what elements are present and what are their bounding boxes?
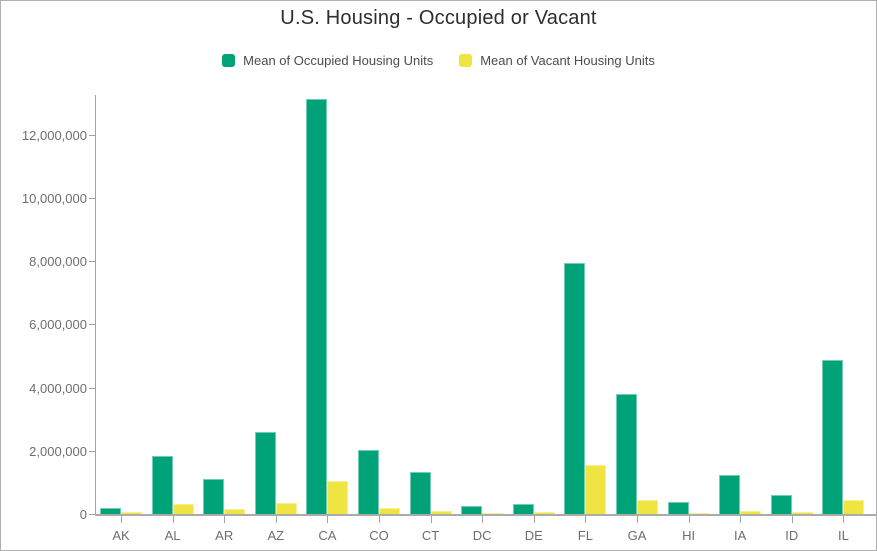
bar-occupied-DC[interactable] (461, 506, 483, 514)
x-axis-label-CT: CT (421, 528, 440, 543)
x-axis-tick (275, 516, 277, 523)
x-axis-tick (637, 516, 638, 523)
legend: Mean of Occupied Housing Units Mean of V… (1, 53, 876, 68)
y-axis-tick-label: 6,000,000 (29, 317, 87, 333)
bar-occupied-IA[interactable] (719, 475, 741, 514)
bar-vacant-HI[interactable] (688, 512, 710, 514)
bar-occupied-ID[interactable] (770, 495, 792, 514)
bar-occupied-GA[interactable] (616, 393, 637, 514)
y-axis-tick-label: 2,000,000 (29, 443, 87, 459)
legend-item-occupied[interactable]: Mean of Occupied Housing Units (222, 53, 433, 68)
y-axis-tick-label: 8,000,000 (29, 254, 87, 270)
x-axis-label-FL: FL (577, 528, 593, 543)
x-axis-tick (121, 516, 122, 523)
bar-vacant-DE[interactable] (533, 512, 555, 514)
bar-vacant-AZ[interactable] (275, 502, 297, 514)
legend-label-vacant: Mean of Vacant Housing Units (480, 53, 655, 68)
y-axis-tick (89, 261, 95, 263)
x-axis-label-GA: GA (627, 528, 647, 543)
bar-vacant-CT[interactable] (430, 510, 452, 514)
bar-vacant-ID[interactable] (791, 512, 813, 514)
bar-occupied-AK[interactable] (100, 507, 121, 514)
x-axis-tick (585, 516, 587, 523)
bar-occupied-HI[interactable] (667, 501, 689, 514)
y-axis-tick (89, 324, 95, 326)
y-axis-tick (89, 134, 95, 136)
bar-vacant-DC[interactable] (482, 513, 504, 514)
bar-occupied-DE[interactable] (512, 503, 534, 514)
y-axis-tick-label: 12,000,000 (21, 127, 87, 143)
bar-vacant-IA[interactable] (740, 511, 762, 514)
x-axis-label-DE: DE (524, 528, 543, 543)
bar-occupied-AL[interactable] (151, 455, 173, 514)
bar-vacant-AL[interactable] (172, 504, 194, 514)
bar-occupied-AZ[interactable] (254, 431, 276, 514)
y-axis-tick (89, 387, 95, 389)
x-axis-tick (430, 516, 432, 523)
x-axis-tick (791, 516, 793, 523)
x-axis-tick (482, 516, 484, 523)
x-axis-label-CO: CO (369, 528, 389, 543)
bar-vacant-CO[interactable] (379, 508, 400, 514)
vacant-series-swatch-icon (459, 54, 473, 67)
x-axis-tick (172, 516, 174, 523)
x-axis-tick (533, 516, 535, 523)
legend-label-occupied: Mean of Occupied Housing Units (243, 53, 434, 68)
bar-vacant-IL[interactable] (843, 500, 865, 514)
x-axis-tick (224, 516, 226, 523)
x-axis-tick (327, 516, 329, 523)
y-axis-line (95, 95, 96, 515)
x-axis-label-IA: IA (734, 528, 747, 543)
x-axis-label-CA: CA (318, 528, 337, 543)
x-axis-label-AL: AL (164, 528, 181, 543)
bar-vacant-AK[interactable] (121, 512, 142, 514)
bar-occupied-CT[interactable] (409, 472, 431, 514)
bar-vacant-CA[interactable] (327, 480, 349, 514)
x-axis-line (95, 514, 876, 516)
x-axis-label-AR: AR (215, 528, 234, 543)
x-axis-tick (740, 516, 742, 523)
x-axis-tick (379, 516, 380, 523)
bar-vacant-AR[interactable] (224, 509, 246, 514)
y-axis-tick (89, 514, 95, 515)
bar-occupied-CA[interactable] (306, 99, 328, 514)
chart-title: U.S. Housing - Occupied or Vacant (280, 7, 597, 29)
x-axis-label-ID: ID (785, 528, 799, 543)
bar-occupied-AR[interactable] (203, 478, 225, 514)
x-axis-label-DC: DC (472, 528, 492, 543)
x-axis-label-HI: HI (682, 528, 696, 543)
x-axis-label-IL: IL (837, 528, 849, 543)
x-axis-label-AK: AK (112, 528, 130, 543)
x-axis-tick (843, 516, 845, 523)
x-axis-label-AZ: AZ (267, 528, 285, 543)
y-axis-tick (89, 450, 95, 452)
y-axis-tick (89, 198, 95, 199)
bar-vacant-FL[interactable] (585, 464, 607, 514)
y-axis-tick-label: 0 (79, 507, 87, 522)
bar-vacant-GA[interactable] (637, 500, 658, 514)
bar-occupied-CO[interactable] (358, 449, 379, 514)
x-axis-tick (688, 516, 690, 523)
bar-occupied-IL[interactable] (822, 360, 844, 514)
occupied-series-swatch-icon (222, 54, 236, 67)
legend-item-vacant[interactable]: Mean of Vacant Housing Units (459, 53, 655, 68)
y-axis-tick-label: 10,000,000 (21, 191, 87, 206)
bar-occupied-FL[interactable] (564, 263, 586, 514)
y-axis-tick-label: 4,000,000 (29, 380, 87, 396)
